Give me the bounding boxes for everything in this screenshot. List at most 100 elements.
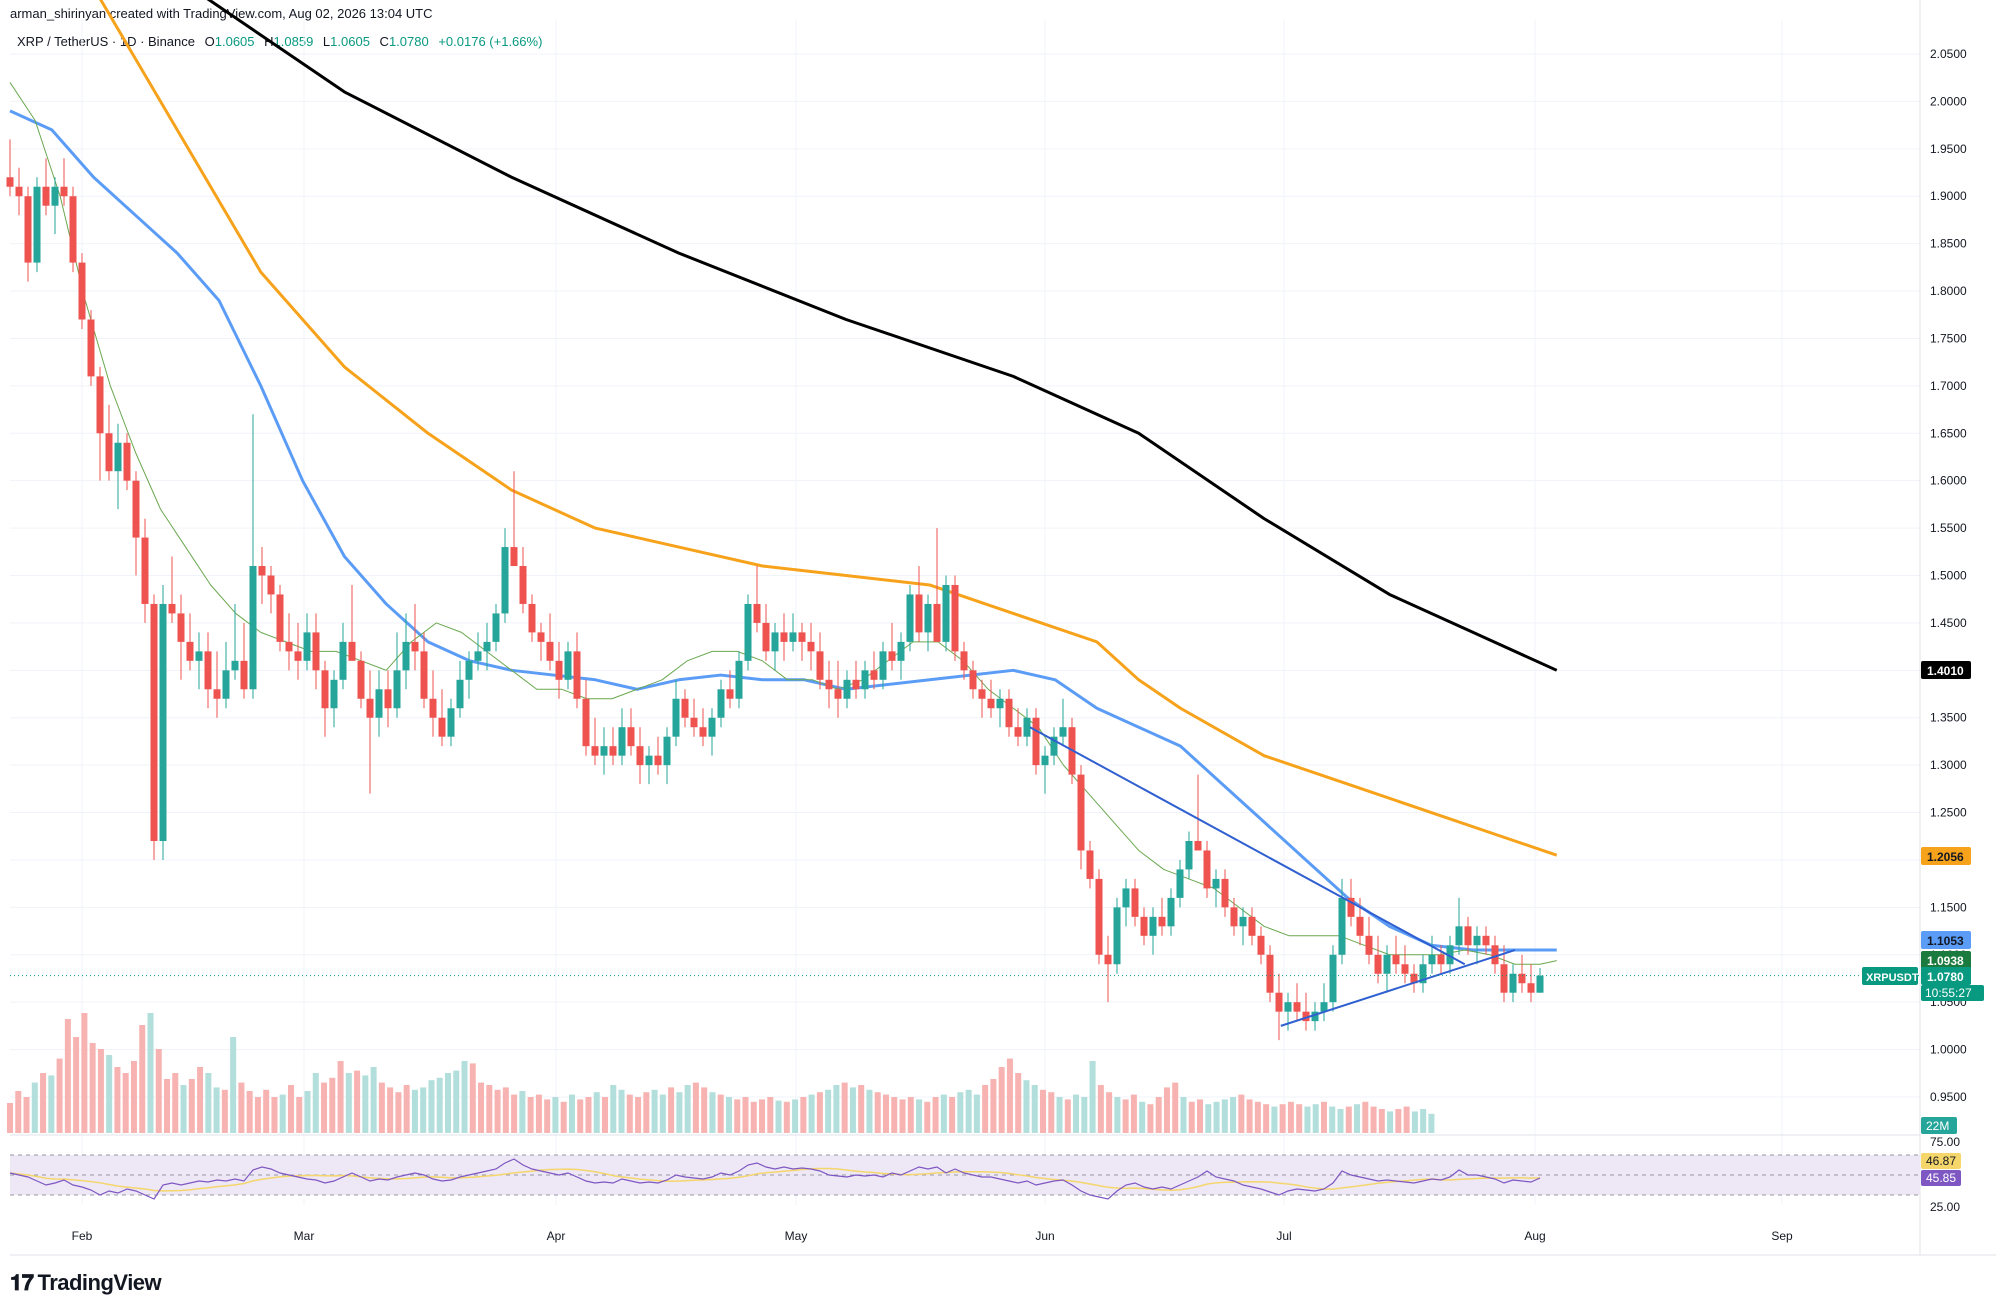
candle-body [204, 651, 212, 690]
candle-body [843, 679, 851, 699]
price-tick-label: 1.0000 [1930, 1043, 1967, 1057]
volume-bar [825, 1089, 832, 1133]
brand-name: TradingView [37, 1270, 162, 1295]
volume-bar [1403, 1106, 1410, 1133]
volume-bar [767, 1097, 774, 1133]
volume-bar [89, 1043, 96, 1133]
candle-body [951, 584, 959, 652]
candle-body [933, 603, 941, 642]
candle-body [15, 186, 23, 197]
candle-body [879, 651, 887, 680]
volume-bar [775, 1100, 782, 1133]
volume-bar [759, 1099, 766, 1133]
volume-bar [453, 1070, 460, 1133]
rsi-ma-line [9, 1167, 1541, 1192]
open-label: O [204, 34, 215, 49]
candle-body [825, 679, 833, 690]
candle-body [60, 186, 68, 197]
candle-body [861, 670, 869, 690]
candle-body [366, 698, 374, 718]
candle-body [465, 660, 473, 680]
price-label-text-last: 1.0780 [1927, 970, 1964, 984]
volume-bar [130, 1061, 137, 1133]
candle-body [1500, 964, 1508, 993]
candle-body [1086, 850, 1094, 879]
candle-body [906, 594, 914, 642]
volume-bar [31, 1082, 38, 1133]
candle-body [132, 480, 140, 538]
volume-bar [841, 1082, 848, 1133]
volume-bar [1064, 1099, 1071, 1133]
price-tick-label: 1.9500 [1930, 142, 1967, 156]
price-tick-label: 1.2500 [1930, 806, 1967, 820]
moving-average-ma200 [206, 0, 1558, 672]
time-tick-label: Jun [1035, 1229, 1054, 1243]
candle-body [510, 547, 518, 567]
candle-body [186, 641, 194, 661]
volume-bar [783, 1101, 790, 1133]
candle-body [942, 584, 950, 642]
open-value: 1.0605 [214, 34, 255, 49]
tradingview-brand[interactable]: 𝟏𝟕 TradingView [10, 1270, 162, 1296]
volume-bar [1428, 1113, 1435, 1133]
volume-bar [73, 1037, 80, 1133]
price-tick-label: 1.9000 [1930, 189, 1967, 203]
volume-bar [428, 1080, 435, 1133]
price-label-ma200 [1921, 661, 1971, 679]
price-label-ma20 [1921, 951, 1971, 969]
volume-bar [792, 1099, 799, 1133]
price-tick-label: 1.4500 [1930, 616, 1967, 630]
volume-bar [155, 1049, 162, 1133]
volume-bar [717, 1094, 724, 1133]
candle-body [303, 632, 311, 661]
candle-body [1077, 774, 1085, 851]
volume-bar [246, 1091, 253, 1133]
volume-bar [1180, 1097, 1187, 1133]
volume-bar [1378, 1109, 1385, 1133]
candle-body [321, 670, 329, 709]
volume-bar [345, 1073, 352, 1133]
candle-body [177, 613, 185, 642]
candle-body [915, 594, 923, 633]
volume-bar [1271, 1106, 1278, 1133]
candle-body [1509, 973, 1517, 993]
time-tick-label: Apr [547, 1229, 566, 1243]
candle-body [150, 603, 158, 841]
candle-body [1050, 736, 1058, 756]
candle-body [1230, 907, 1238, 927]
volume-bar [1420, 1109, 1427, 1133]
candle-body [357, 660, 365, 699]
candle-body [231, 660, 239, 671]
candle-body [1383, 954, 1391, 974]
low-value: 1.0605 [330, 34, 370, 49]
volume-bar [40, 1073, 47, 1133]
volume-bar [1345, 1106, 1352, 1133]
volume-bar [147, 1013, 154, 1133]
time-tick-label: Jul [1276, 1229, 1291, 1243]
volume-bar [420, 1087, 427, 1133]
symbol-name[interactable]: XRP / TetherUS · 1D · Binance [17, 34, 195, 49]
candle-body [1410, 973, 1418, 984]
rsi-tick-label: 25.00 [1930, 1200, 1960, 1214]
candle-body [1437, 954, 1445, 965]
volume-bar [387, 1087, 394, 1133]
candle-body [420, 651, 428, 699]
close-label: C [379, 34, 389, 49]
candle-body [6, 177, 14, 187]
candle-body [1149, 916, 1157, 936]
candle-body [1527, 983, 1535, 993]
volume-bar [461, 1061, 468, 1133]
candle-body [645, 755, 653, 766]
candle-body [996, 698, 1004, 709]
price-tick-label: 1.5000 [1930, 569, 1967, 583]
volume-bar [337, 1061, 344, 1133]
volume-bar [1097, 1085, 1104, 1133]
candle-body [978, 689, 986, 699]
volume-bar [56, 1058, 63, 1133]
volume-bar [304, 1091, 311, 1133]
candle-body [1131, 888, 1139, 917]
candle-body [528, 603, 536, 633]
candle-body [168, 603, 176, 614]
candle-body [1185, 840, 1193, 870]
